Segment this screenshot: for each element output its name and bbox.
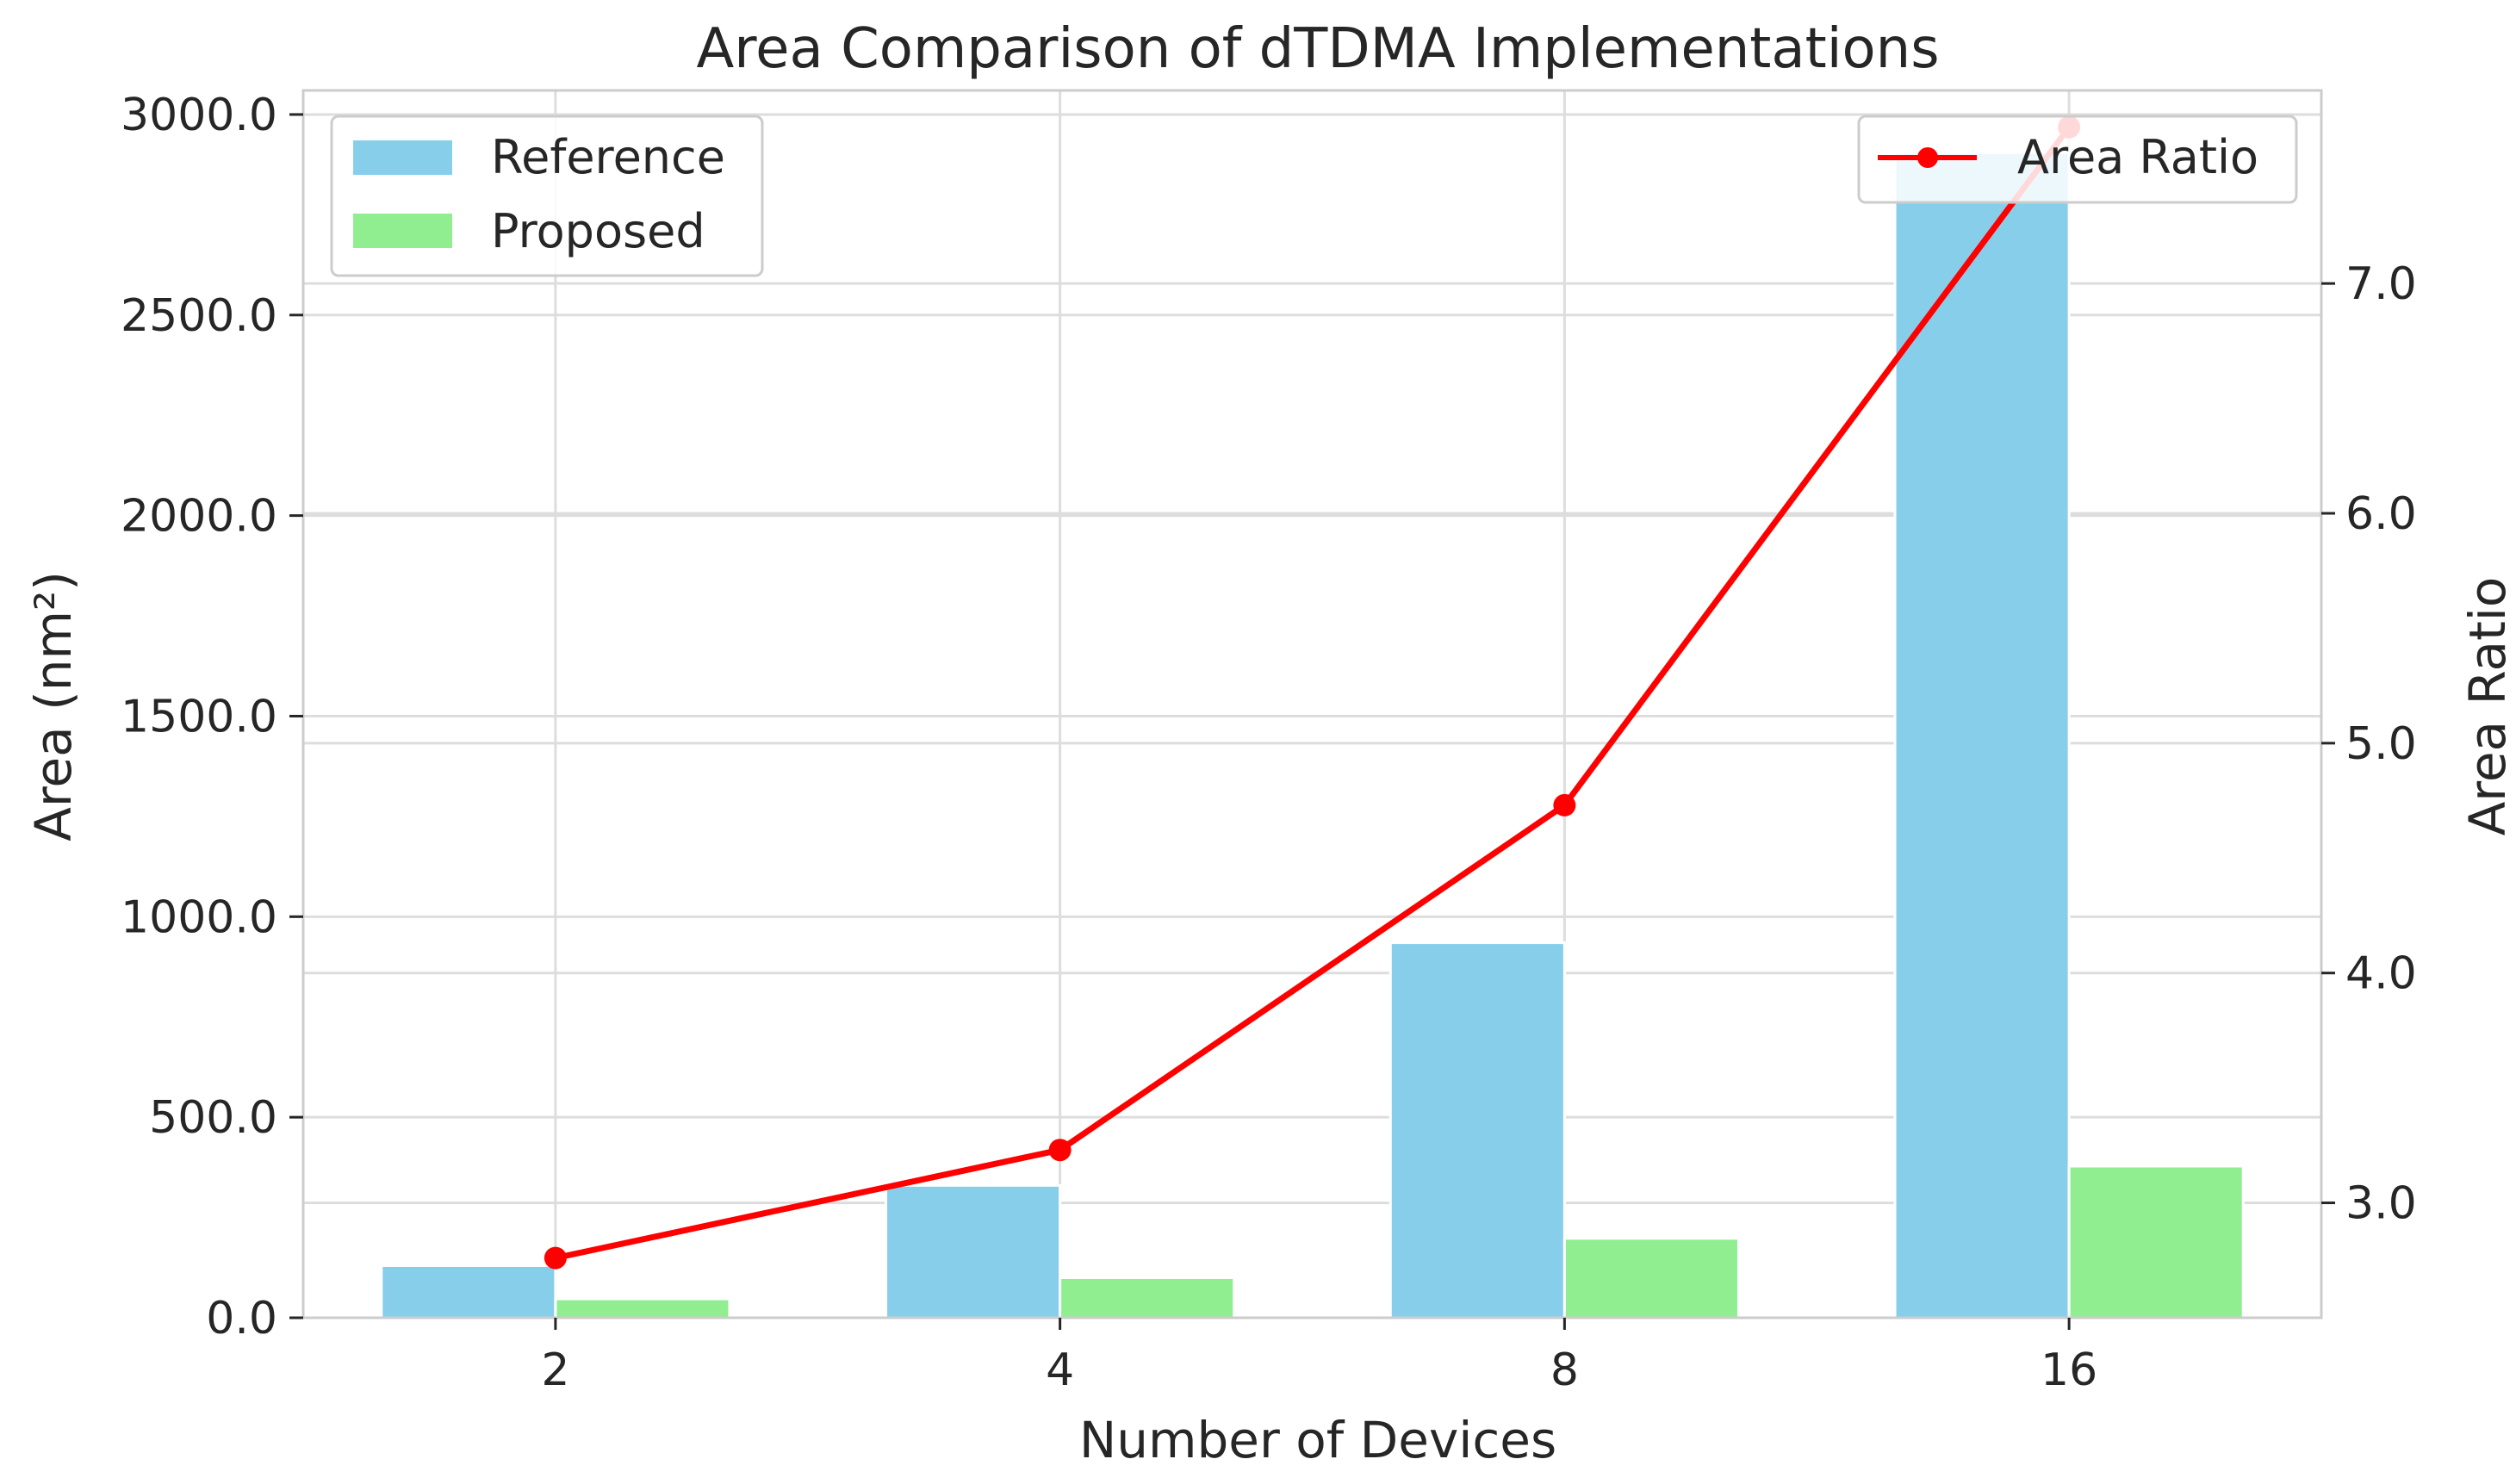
y2-tick-label: 3.0 xyxy=(2345,1178,2417,1230)
y-tick-label: 1500.0 xyxy=(121,691,277,742)
plot-frame xyxy=(301,89,2323,1319)
x-tick-label: 8 xyxy=(1550,1344,1579,1396)
y2-tick-label: 5.0 xyxy=(2345,718,2417,770)
x-axis-label: Number of Devices xyxy=(1079,1411,1556,1469)
legend-left: Reference Proposed xyxy=(330,115,764,277)
area-ratio-point-4 xyxy=(1048,1139,1072,1162)
chart-title: Area Comparison of dTDMA Implementations xyxy=(696,17,1939,81)
legend-label-area-ratio: Area Ratio xyxy=(2017,130,2258,184)
legend-label-reference: Reference xyxy=(491,130,725,184)
x-tick-label: 4 xyxy=(1046,1344,1074,1396)
area-ratio-point-2 xyxy=(544,1246,567,1270)
y-tick-label: 500.0 xyxy=(149,1092,277,1144)
y-tick-label: 2500.0 xyxy=(121,290,277,342)
y-tick-label: 0.0 xyxy=(206,1293,277,1344)
legend-right: Area Ratio xyxy=(1857,115,2298,204)
legend-right-box xyxy=(1857,115,2298,204)
y2-axis-label: Area Ratio xyxy=(2458,577,2516,836)
y-axis-label: Area (nm²) xyxy=(24,571,83,841)
legend-swatch-reference xyxy=(353,140,452,175)
legend-swatch-proposed xyxy=(353,214,452,248)
bar-proposed-2 xyxy=(554,1297,731,1319)
x-tick-label: 2 xyxy=(541,1344,569,1396)
ratio-line xyxy=(544,115,2081,1270)
legend-marker-area-ratio xyxy=(1917,147,1938,168)
y-tick-label: 3000.0 xyxy=(121,90,277,141)
bars xyxy=(380,151,2245,1319)
bar-proposed-4 xyxy=(1059,1276,1236,1319)
ticks: 2 4 8 16 0.0 500.0 1000.0 1500.0 2000.0 2500.0 300… xyxy=(121,90,2417,1396)
y2-tick-label: 4.0 xyxy=(2345,948,2417,1000)
bar-reference-8 xyxy=(1388,941,1566,1319)
bar-reference-16 xyxy=(1893,151,2071,1319)
x-tick-label: 16 xyxy=(2041,1344,2097,1396)
legend-label-proposed: Proposed xyxy=(491,204,705,258)
bar-proposed-8 xyxy=(1562,1237,1740,1319)
bar-reference-4 xyxy=(885,1183,1062,1319)
bar-proposed-16 xyxy=(2067,1164,2245,1319)
y2-tick-label: 6.0 xyxy=(2345,488,2417,540)
y-tick-label: 2000.0 xyxy=(121,491,277,543)
area-ratio-point-8 xyxy=(1553,793,1576,817)
bar-reference-2 xyxy=(380,1264,557,1319)
y-tick-label: 1000.0 xyxy=(121,891,277,943)
area-ratio-line xyxy=(552,124,2072,1262)
y2-tick-label: 7.0 xyxy=(2345,258,2417,310)
